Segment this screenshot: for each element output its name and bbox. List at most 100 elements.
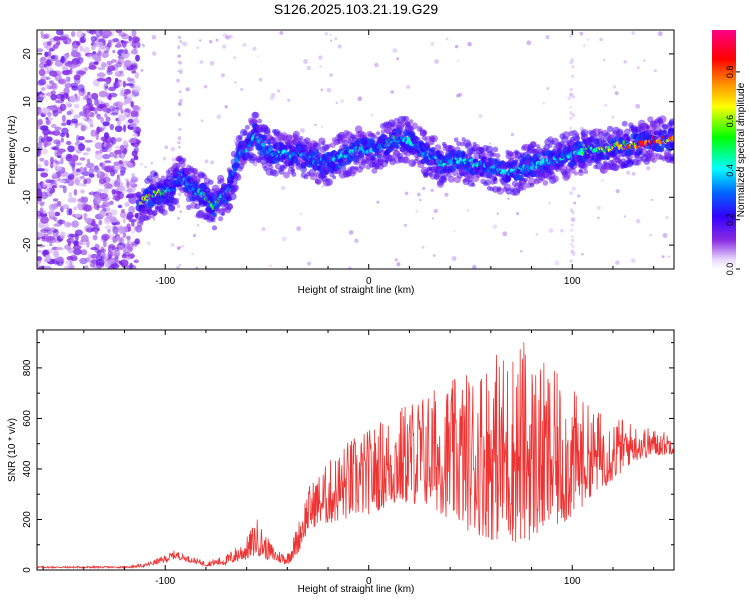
heatmap-cell: [256, 55, 259, 58]
heatmap-cell: [104, 113, 108, 118]
heatmap-cell: [399, 130, 404, 135]
heatmap-cell: [88, 173, 95, 178]
heatmap-cell: [103, 165, 113, 173]
heatmap-cell: [268, 164, 274, 170]
heatmap-cell: [599, 37, 603, 42]
heatmap-cell: [643, 59, 646, 62]
heatmap-cell: [570, 250, 573, 253]
heatmap-cell: [68, 208, 73, 216]
heatmap-cell: [48, 203, 56, 211]
heatmap-cell: [53, 223, 62, 227]
heatmap-cell: [51, 175, 59, 179]
heatmap-cell: [87, 118, 94, 125]
y-tick-label: -10: [22, 190, 33, 205]
heatmap-cell: [77, 84, 85, 92]
y-tick-label: 10: [22, 96, 33, 108]
heatmap-cell: [321, 185, 325, 188]
heatmap-cell: [126, 188, 133, 193]
y-tick-label: 0: [22, 146, 33, 152]
heatmap-cell: [73, 103, 80, 109]
spectrogram-xlabel: Height of straight line (km): [298, 285, 415, 296]
heatmap-cell: [56, 30, 64, 36]
heatmap-cell: [392, 48, 398, 53]
heatmap-cell: [263, 126, 271, 135]
spectrogram-field: [37, 30, 674, 269]
heatmap-cell: [52, 146, 59, 151]
heatmap-cell: [635, 103, 641, 109]
x-tick-label: 0: [366, 276, 372, 287]
heatmap-cell: [176, 246, 181, 250]
heatmap-cell: [80, 234, 89, 243]
heatmap-cell: [65, 102, 71, 108]
heatmap-cell: [73, 176, 82, 183]
heatmap-cell: [251, 118, 258, 125]
heatmap-cell: [122, 248, 127, 253]
heatmap-cell: [132, 133, 139, 137]
heatmap-cell: [66, 119, 72, 126]
heatmap-cell: [75, 134, 80, 143]
heatmap-cell: [77, 143, 86, 151]
heatmap-cell: [61, 127, 69, 135]
heatmap-cell: [62, 66, 69, 71]
heatmap-cell: [178, 145, 181, 149]
heatmap-cell: [52, 130, 61, 136]
heatmap-cell: [66, 110, 72, 116]
heatmap-cell: [612, 85, 617, 89]
heatmap-cell: [279, 31, 284, 35]
heatmap-cell: [37, 107, 42, 115]
heatmap-cell: [56, 151, 63, 155]
heatmap-cell: [140, 162, 143, 166]
heatmap-cell: [89, 112, 95, 118]
heatmap-cell: [394, 258, 398, 262]
heatmap-cell: [108, 233, 114, 241]
heatmap-cell: [44, 51, 49, 58]
heatmap-cell: [50, 182, 58, 187]
heatmap-cell: [175, 162, 181, 169]
heatmap-cell: [37, 124, 42, 130]
heatmap-cell: [191, 252, 195, 256]
heatmap-cell: [111, 189, 116, 195]
heatmap-cell: [108, 105, 116, 112]
heatmap-cell: [67, 175, 72, 181]
heatmap-cell: [83, 166, 87, 173]
heatmap-cell: [74, 213, 82, 218]
heatmap-cell: [79, 157, 86, 161]
heatmap-cell: [83, 196, 89, 203]
heatmap-cell: [124, 96, 132, 104]
heatmap-cell: [52, 110, 59, 117]
heatmap-cell: [75, 168, 81, 173]
heatmap-cell: [53, 216, 57, 222]
heatmap-cell: [569, 87, 573, 92]
heatmap-cell: [125, 195, 133, 199]
heatmap-cell: [105, 206, 111, 212]
heatmap-cell: [108, 265, 116, 269]
heatmap-cell: [77, 203, 83, 209]
heatmap-cell: [95, 258, 105, 266]
heatmap-cell: [119, 173, 124, 177]
heatmap-cell: [39, 125, 49, 131]
heatmap-cell: [38, 197, 42, 202]
heatmap-cell: [96, 113, 102, 120]
heatmap-cell: [579, 31, 584, 36]
heatmap-cell: [113, 153, 118, 159]
heatmap-cell: [215, 38, 219, 42]
heatmap-cell: [348, 230, 354, 235]
heatmap-cell: [662, 233, 668, 238]
heatmap-cell: [373, 135, 378, 140]
heatmap-cell: [99, 148, 103, 154]
heatmap-cell: [55, 203, 59, 208]
heatmap-cell: [219, 178, 225, 184]
heatmap-cell: [63, 221, 72, 228]
heatmap-cell: [199, 39, 202, 42]
heatmap-cell: [665, 215, 669, 220]
heatmap-cell: [74, 178, 80, 186]
heatmap-cell: [94, 165, 99, 173]
heatmap-cell: [669, 118, 674, 125]
heatmap-cell: [130, 49, 138, 55]
heatmap-cell: [178, 60, 182, 65]
heatmap-cell: [177, 136, 182, 141]
heatmap-cell: [402, 156, 410, 164]
heatmap-cell: [108, 92, 118, 98]
